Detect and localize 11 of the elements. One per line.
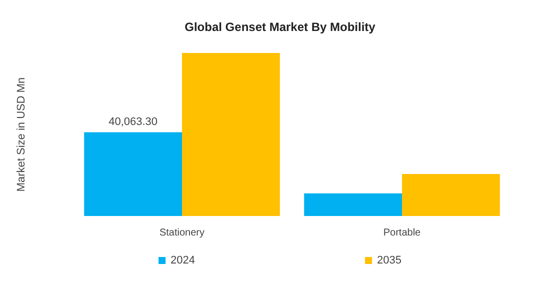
legend-label: 2024 xyxy=(170,254,196,266)
x-tick-label: Stationery xyxy=(159,228,205,238)
bar xyxy=(402,174,500,216)
bar xyxy=(84,132,182,216)
bar xyxy=(182,53,280,216)
legend-label: 2035 xyxy=(377,254,402,266)
data-label: 40,063.30 xyxy=(108,116,158,128)
x-tick-label: Portable xyxy=(383,228,422,238)
y-axis-title: Market Size in USD Mn xyxy=(16,77,28,192)
chart-title: Global Genset Market By Mobility xyxy=(184,20,376,34)
bar xyxy=(304,193,402,216)
